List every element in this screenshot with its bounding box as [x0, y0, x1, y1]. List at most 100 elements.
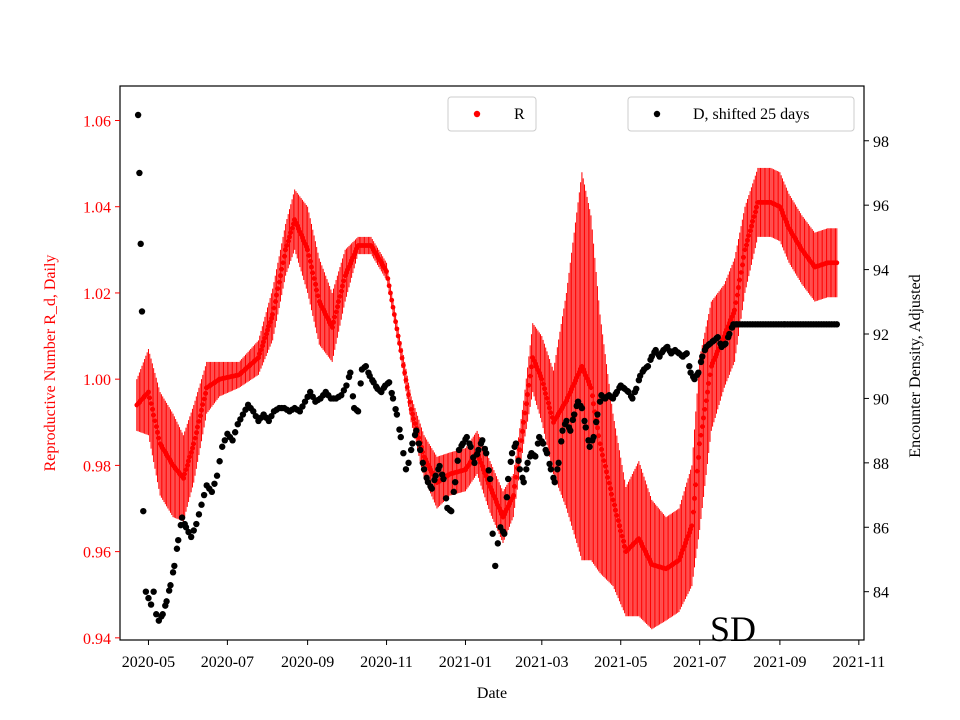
d-point [163, 598, 170, 605]
d-point [137, 240, 144, 248]
y-right-tick-label: 90 [873, 391, 889, 408]
d-point [467, 443, 474, 450]
legend-r: R [447, 96, 537, 132]
d-series [134, 111, 841, 624]
d-point [402, 466, 410, 473]
x-axis: 2020-05 2020-07 2020-09 2020-11 2021-01 2021-… [122, 640, 885, 671]
d-point [268, 412, 275, 420]
x-tick-label: 2021-11 [832, 654, 885, 671]
d-point [307, 388, 314, 396]
d-point [250, 408, 257, 415]
y-left-tick-label: 0.98 [83, 458, 111, 475]
d-point [357, 380, 364, 387]
d-point [633, 385, 640, 392]
d-point [420, 466, 428, 473]
y-left-tick-label: 1.02 [83, 286, 111, 303]
d-point [252, 412, 260, 420]
x-tick-label: 2020-11 [360, 654, 413, 671]
d-point [415, 440, 423, 447]
d-point [546, 460, 553, 468]
d-point [482, 449, 490, 457]
d-point [304, 393, 311, 401]
d-point [362, 363, 370, 370]
y-left-tick-label: 0.94 [83, 631, 111, 648]
d-point [134, 111, 142, 119]
y-right-tick-label: 98 [873, 134, 889, 151]
d-point [503, 494, 511, 501]
d-point [501, 530, 508, 537]
d-point [388, 389, 395, 397]
y-left-tick-label: 0.96 [83, 545, 111, 562]
d-point [551, 478, 558, 486]
d-point [683, 350, 690, 357]
x-tick-label: 2021-03 [515, 654, 568, 671]
d-point [150, 588, 157, 595]
x-axis-label: Date [477, 685, 507, 702]
d-point [543, 449, 551, 457]
y-axis-left-label: Reproductive Number R_d, Daily [42, 255, 59, 472]
d-point [558, 438, 565, 445]
y-right-tick-label: 92 [873, 327, 889, 344]
d-point [494, 540, 502, 547]
x-tick-label: 2020-05 [122, 654, 175, 671]
legend-d: D, shifted 25 days [627, 96, 855, 132]
y-axis-right-label: Encounter Density, Adjusted [907, 274, 924, 457]
d-point [419, 459, 426, 467]
legend-r-marker [473, 110, 481, 118]
y-left-tick-label: 1.00 [83, 372, 111, 389]
d-point [193, 520, 200, 528]
d-point [507, 458, 514, 465]
d-point [213, 472, 221, 479]
d-point [200, 491, 208, 499]
d-point [563, 417, 570, 425]
d-point [175, 536, 182, 544]
d-point [413, 427, 420, 434]
legend-d-label: D, shifted 25 days [693, 106, 809, 123]
d-point [234, 420, 241, 428]
d-point [211, 480, 218, 487]
d-point [590, 433, 597, 441]
legend-r-label: R [514, 106, 525, 123]
d-point [532, 453, 539, 460]
y-left-tick-label: 1.06 [83, 113, 111, 130]
d-point [644, 363, 652, 370]
y-left-tick-label: 1.04 [83, 200, 111, 217]
d-point [136, 169, 143, 177]
d-point [475, 446, 482, 454]
d-point [586, 443, 593, 450]
d-point [442, 495, 450, 502]
d-point [555, 459, 562, 467]
y-right-tick-label: 86 [873, 520, 889, 537]
d-point [407, 446, 415, 454]
d-point [486, 475, 494, 483]
d-point [714, 334, 721, 341]
d-point [237, 416, 244, 423]
legend-d-box [627, 96, 855, 132]
d-point [231, 429, 239, 436]
d-point [173, 545, 181, 552]
d-point [492, 562, 499, 570]
d-point [354, 408, 362, 415]
d-point [185, 528, 192, 536]
d-point [463, 433, 470, 441]
d-point [396, 426, 403, 433]
y-right-tick-label: 84 [873, 585, 889, 602]
d-point [504, 475, 512, 483]
d-point [539, 440, 547, 447]
d-point [242, 406, 249, 413]
d-point [299, 403, 306, 410]
legend-r-box [447, 96, 537, 132]
d-point [428, 485, 436, 492]
d-point [216, 458, 223, 465]
d-point [343, 382, 350, 389]
x-tick-label: 2021-09 [753, 654, 806, 671]
y-right-tick-label: 96 [873, 198, 889, 215]
d-point [524, 459, 531, 467]
d-point [389, 395, 397, 402]
d-point [190, 527, 197, 534]
x-tick-label: 2021-07 [673, 654, 726, 671]
d-point [397, 433, 404, 441]
d-point [629, 395, 636, 402]
d-point [432, 472, 439, 479]
